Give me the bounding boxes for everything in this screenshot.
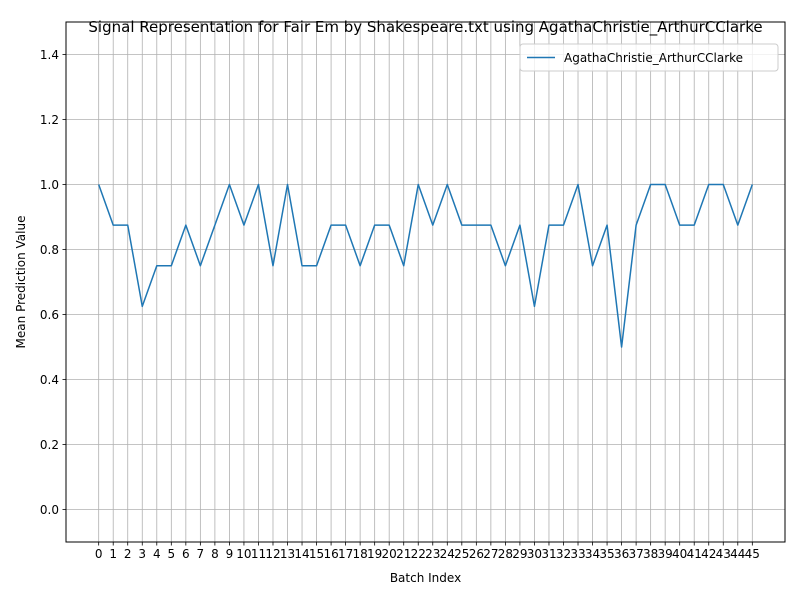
y-tick-label: 1.4 [40, 48, 59, 62]
x-tick-label: 9 [226, 547, 234, 561]
x-tick-label: 17 [338, 547, 353, 561]
x-tick-label: 27 [483, 547, 498, 561]
x-tick-label: 24 [440, 547, 455, 561]
x-tick-label: 13 [280, 547, 295, 561]
y-tick-label: 1.0 [40, 178, 59, 192]
x-tick-label: 34 [585, 547, 600, 561]
x-tick-label: 0 [95, 547, 103, 561]
x-tick-label: 3 [138, 547, 146, 561]
y-axis-ticks: 0.0 0.2 0.4 0.6 0.8 1.0 1.2 1.4 [40, 48, 66, 517]
x-tick-label: 40 [672, 547, 687, 561]
x-tick-label: 16 [323, 547, 338, 561]
x-tick-label: 15 [309, 547, 324, 561]
x-tick-label: 4 [153, 547, 161, 561]
x-tick-label: 29 [512, 547, 527, 561]
x-tick-label: 41 [687, 547, 702, 561]
x-tick-label: 35 [599, 547, 614, 561]
grid [66, 22, 785, 542]
x-tick-label: 1 [109, 547, 117, 561]
x-tick-label: 45 [745, 547, 760, 561]
x-tick-label: 28 [498, 547, 513, 561]
x-tick-label: 23 [425, 547, 440, 561]
y-tick-label: 0.4 [40, 373, 59, 387]
x-tick-label: 38 [643, 547, 658, 561]
x-tick-label: 30 [527, 547, 542, 561]
x-tick-label: 44 [730, 547, 745, 561]
x-tick-label: 20 [382, 547, 397, 561]
x-tick-label: 26 [469, 547, 484, 561]
x-tick-label: 33 [570, 547, 585, 561]
legend: AgathaChristie_ArthurCClarke [519, 43, 779, 72]
y-tick-label: 0.6 [40, 308, 59, 322]
x-tick-label: 36 [614, 547, 629, 561]
x-tick-label: 7 [197, 547, 205, 561]
x-tick-label: 8 [211, 547, 219, 561]
x-tick-label: 18 [352, 547, 367, 561]
x-axis-label: Batch Index [390, 571, 461, 585]
x-tick-label: 22 [411, 547, 426, 561]
plot-frame [65, 21, 786, 543]
y-tick-label: 0.0 [40, 503, 59, 517]
x-tick-label: 43 [716, 547, 731, 561]
x-tick-label: 11 [251, 547, 266, 561]
x-tick-label: 10 [236, 547, 251, 561]
y-tick-label: 0.2 [40, 438, 59, 452]
chart-title: Signal Representation for Fair Em by Sha… [88, 18, 762, 37]
y-axis-label: Mean Prediction Value [14, 216, 28, 349]
x-tick-label: 31 [541, 547, 556, 561]
x-tick-label: 6 [182, 547, 190, 561]
x-tick-label: 19 [367, 547, 382, 561]
x-tick-label: 5 [167, 547, 175, 561]
series-lines [97, 183, 754, 348]
series-line [97, 183, 754, 348]
y-tick-label: 0.8 [40, 243, 59, 257]
x-tick-label: 21 [396, 547, 411, 561]
x-tick-label: 37 [628, 547, 643, 561]
x-axis-ticks: 0 1 2 3 4 5 6 7 8 9 10 11 12 13 14 15 16 17 18 19 20 21 22 23 24… [95, 542, 760, 561]
x-tick-label: 32 [556, 547, 571, 561]
legend-label: AgathaChristie_ArthurCClarke [564, 51, 743, 65]
x-tick-label: 42 [701, 547, 716, 561]
x-tick-label: 12 [265, 547, 280, 561]
legend-box [519, 43, 779, 72]
x-tick-label: 25 [454, 547, 469, 561]
x-tick-label: 14 [294, 547, 309, 561]
x-tick-label: 39 [658, 547, 673, 561]
x-tick-label: 2 [124, 547, 132, 561]
y-tick-label: 1.2 [40, 113, 59, 127]
